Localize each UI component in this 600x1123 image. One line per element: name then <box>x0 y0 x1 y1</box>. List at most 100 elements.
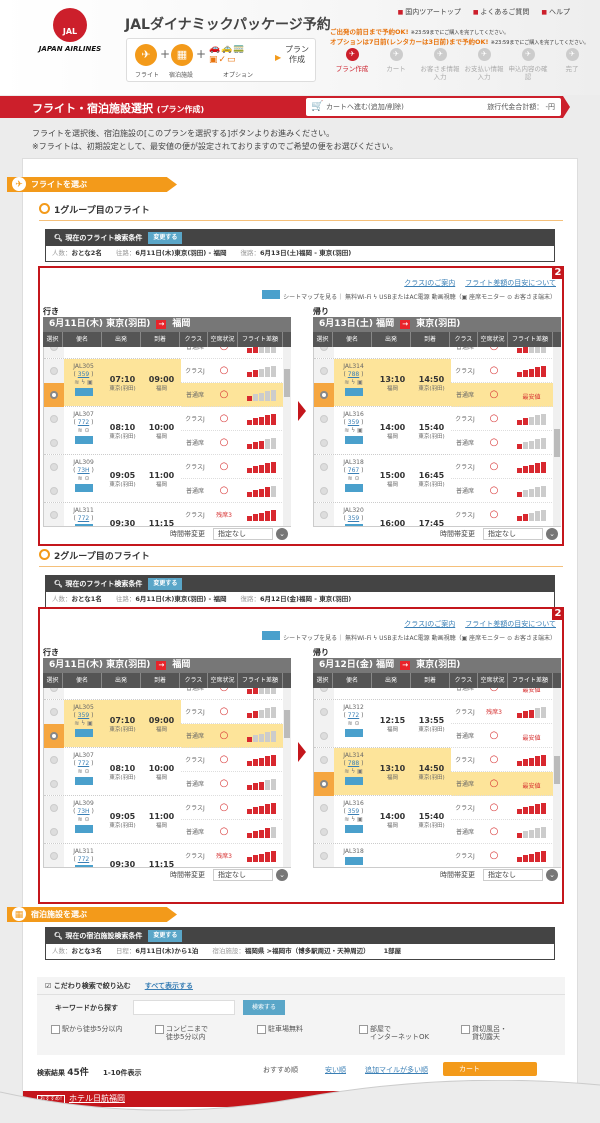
chevron-down-icon[interactable]: ⌄ <box>276 869 288 881</box>
time-select[interactable]: 指定なし <box>483 869 543 881</box>
radio-button[interactable] <box>50 828 58 836</box>
radio-button[interactable] <box>50 463 58 471</box>
scrollbar-thumb[interactable] <box>554 756 560 784</box>
seat-map-button[interactable] <box>74 777 93 785</box>
show-all-link[interactable]: すべて表示する <box>144 982 193 990</box>
aircraft-link[interactable]: 359 <box>77 371 90 378</box>
radio-button[interactable] <box>320 828 328 836</box>
seat-map-button[interactable] <box>344 388 363 396</box>
scrollbar[interactable] <box>283 688 291 867</box>
seat-map-button[interactable] <box>74 388 93 396</box>
class-j-link[interactable]: クラスJのご案内 <box>404 279 456 287</box>
radio-cell[interactable] <box>314 407 334 431</box>
radio-button[interactable] <box>50 415 58 423</box>
sort-recommended[interactable]: おすすめ順 <box>263 1066 298 1074</box>
radio-cell[interactable] <box>44 431 64 455</box>
radio-cell[interactable] <box>44 347 64 359</box>
aircraft-link[interactable]: 359 <box>347 515 360 522</box>
time-select[interactable]: 指定なし <box>213 869 273 881</box>
radio-button[interactable] <box>320 688 328 692</box>
radio-button[interactable] <box>320 391 328 399</box>
radio-button[interactable] <box>320 347 328 351</box>
flight-list[interactable]: JAL303 クラスJ ○ 普通席 ○ JAL305( 359 )≋ ϟ ▣ 07:10 東京… <box>43 688 291 868</box>
scrollbar-thumb[interactable] <box>284 369 290 397</box>
link-faq[interactable]: よくあるご質問 <box>473 7 529 17</box>
radio-cell[interactable] <box>314 431 334 455</box>
aircraft-link[interactable]: 73H <box>77 467 90 474</box>
radio-button[interactable] <box>320 439 328 447</box>
radio-cell[interactable] <box>314 383 334 407</box>
radio-cell[interactable] <box>44 724 64 748</box>
radio-cell[interactable] <box>44 820 64 844</box>
seat-map-button[interactable] <box>344 524 363 526</box>
seat-map-button[interactable] <box>344 857 363 865</box>
radio-button[interactable] <box>320 756 328 764</box>
radio-cell[interactable] <box>44 688 64 700</box>
scrollbar[interactable] <box>553 688 561 867</box>
radio-button[interactable] <box>50 756 58 764</box>
aircraft-link[interactable]: 73H <box>77 808 90 815</box>
radio-cell[interactable] <box>314 479 334 503</box>
radio-button[interactable] <box>320 487 328 495</box>
radio-button[interactable] <box>50 852 58 860</box>
radio-button[interactable] <box>50 511 58 519</box>
seat-map-button[interactable] <box>74 865 93 867</box>
time-select[interactable]: 指定なし <box>483 528 543 540</box>
radio-button[interactable] <box>320 804 328 812</box>
radio-button[interactable] <box>50 367 58 375</box>
scrollbar-thumb[interactable] <box>284 710 290 738</box>
radio-cell[interactable] <box>44 748 64 772</box>
seat-map-button[interactable] <box>344 825 363 833</box>
hotel-name-link[interactable]: ホテル日航福岡 <box>69 1094 125 1103</box>
radio-button[interactable] <box>50 391 58 399</box>
radio-cell[interactable] <box>44 700 64 724</box>
fare-info-link[interactable]: フライト差額の目安について <box>465 620 556 628</box>
check-near-convenience[interactable]: コンビニまで 徒歩5分以内 <box>155 1025 208 1041</box>
aircraft-link[interactable]: 359 <box>347 419 360 426</box>
check-free-parking[interactable]: 駐車場無料 <box>257 1025 303 1034</box>
aircraft-link[interactable]: 359 <box>347 808 360 815</box>
check-private-bath[interactable]: 貸切風呂・ 貸切露天 <box>461 1025 507 1041</box>
radio-cell[interactable] <box>314 347 334 359</box>
seat-map-button[interactable] <box>344 729 363 737</box>
radio-cell[interactable] <box>314 688 334 700</box>
radio-cell[interactable] <box>44 383 64 407</box>
radio-cell[interactable] <box>314 359 334 383</box>
radio-button[interactable] <box>320 852 328 860</box>
radio-cell[interactable] <box>314 724 334 748</box>
radio-cell[interactable] <box>314 503 334 526</box>
radio-button[interactable] <box>50 732 58 740</box>
radio-button[interactable] <box>50 804 58 812</box>
sort-cheapest[interactable]: 安い順 <box>325 1066 346 1074</box>
radio-button[interactable] <box>320 511 328 519</box>
seat-map-button[interactable] <box>344 436 363 444</box>
aircraft-link[interactable]: 772 <box>77 856 90 863</box>
radio-cell[interactable] <box>314 820 334 844</box>
radio-cell[interactable] <box>44 844 64 867</box>
cart-button[interactable]: カート <box>443 1062 537 1076</box>
class-j-link[interactable]: クラスJのご案内 <box>404 620 456 628</box>
sort-miles[interactable]: 追加マイルが多い順 <box>365 1066 428 1074</box>
seat-map-button[interactable] <box>74 825 93 833</box>
chevron-down-icon[interactable]: ⌄ <box>276 528 288 540</box>
radio-button[interactable] <box>50 780 58 788</box>
seat-map-button[interactable] <box>74 484 93 492</box>
scrollbar-thumb[interactable] <box>554 429 560 457</box>
aircraft-link[interactable]: 772 <box>77 515 90 522</box>
seat-map-button[interactable] <box>74 436 93 444</box>
change-hotel-button[interactable]: 変更する <box>148 930 183 942</box>
radio-cell[interactable] <box>314 700 334 724</box>
change-conditions-button[interactable]: 変更する <box>148 232 183 244</box>
radio-cell[interactable] <box>44 359 64 383</box>
keyword-input[interactable] <box>133 1000 235 1015</box>
radio-button[interactable] <box>50 688 58 692</box>
scrollbar[interactable] <box>553 347 561 526</box>
radio-cell[interactable] <box>314 772 334 796</box>
radio-button[interactable] <box>320 463 328 471</box>
aircraft-link[interactable]: 767 <box>347 467 360 474</box>
radio-button[interactable] <box>320 732 328 740</box>
check-internet[interactable]: 部屋で インターネットOK <box>359 1025 429 1041</box>
chevron-down-icon[interactable]: ⌄ <box>546 528 558 540</box>
radio-cell[interactable] <box>44 407 64 431</box>
radio-button[interactable] <box>50 439 58 447</box>
